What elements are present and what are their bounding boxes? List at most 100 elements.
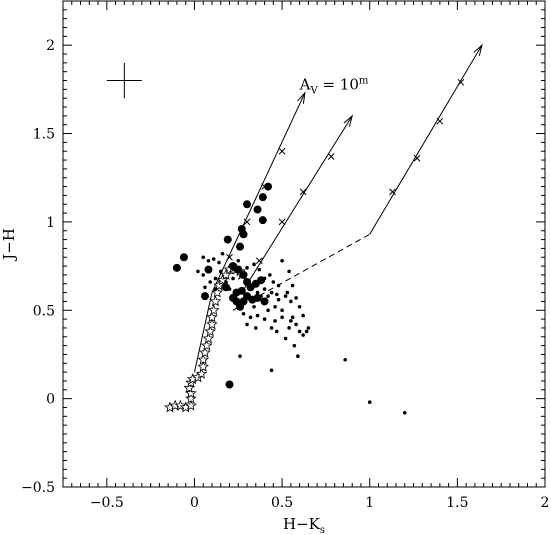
extinction-tick <box>389 188 396 196</box>
large-point <box>239 230 248 239</box>
small-point <box>275 292 279 297</box>
extinction-tick <box>457 78 465 86</box>
y-tick-label: 0.5 <box>33 303 55 319</box>
small-point <box>213 287 218 291</box>
error-bar <box>106 62 142 99</box>
x-axis-label-main: H−K <box>283 515 321 533</box>
large-point <box>179 253 188 262</box>
star-marker <box>209 295 222 307</box>
extinction-tick <box>413 154 421 162</box>
small-point <box>217 260 221 265</box>
small-point <box>297 329 302 334</box>
small-point <box>201 255 206 260</box>
x-tick-label: 2 <box>541 495 550 511</box>
small-point <box>238 354 242 359</box>
extinction-label-eq: = 10 <box>318 75 359 93</box>
small-point <box>262 287 267 291</box>
small-point <box>289 299 293 304</box>
star-marker <box>207 304 220 316</box>
star-marker <box>206 318 218 330</box>
small-point <box>266 294 270 298</box>
extinction-tick <box>278 147 286 155</box>
small-point <box>273 304 277 309</box>
x-axis-label-sub: s <box>320 525 325 535</box>
small-point <box>343 357 347 362</box>
star-marker <box>211 286 224 298</box>
star-marker <box>206 311 218 323</box>
extinction-label-a: A <box>299 75 311 93</box>
small-point <box>294 296 298 300</box>
x-tick-label: 0 <box>190 495 199 511</box>
large-point <box>258 216 267 225</box>
small-point <box>275 329 279 334</box>
small-point <box>367 400 372 404</box>
large-point <box>243 200 252 209</box>
large-point <box>229 293 238 302</box>
small-point <box>257 267 262 272</box>
data-points <box>172 182 407 415</box>
y-tick-label: 1.5 <box>33 127 55 143</box>
small-point <box>273 319 277 323</box>
star-marker <box>199 346 211 358</box>
small-point <box>280 258 284 263</box>
small-point <box>283 294 288 298</box>
small-point <box>306 326 311 330</box>
small-point <box>276 297 281 302</box>
small-point <box>289 319 293 323</box>
extinction-label-sub: V <box>309 85 318 96</box>
large-point <box>239 270 248 279</box>
small-point <box>301 333 305 337</box>
extinction-tick <box>436 117 444 125</box>
small-point <box>276 283 281 288</box>
small-point <box>241 312 246 316</box>
small-point <box>245 322 249 327</box>
large-point <box>234 265 243 274</box>
large-point <box>200 292 209 301</box>
large-point <box>222 283 231 292</box>
large-point <box>258 193 267 202</box>
small-point <box>224 280 228 284</box>
extinction-tick <box>299 188 307 196</box>
small-point <box>245 266 249 270</box>
large-point <box>223 235 232 244</box>
small-point <box>262 317 267 321</box>
small-point <box>203 285 207 290</box>
extinction-label-sup: m <box>359 75 369 86</box>
small-point <box>269 368 274 373</box>
large-point <box>253 293 262 302</box>
small-point <box>285 290 290 295</box>
small-point <box>290 283 295 288</box>
large-point <box>172 263 181 272</box>
small-point <box>292 343 297 348</box>
small-point <box>290 315 295 320</box>
small-point <box>402 410 407 415</box>
x-tick-label: 1 <box>365 495 374 511</box>
small-point <box>201 273 206 277</box>
x-tick-label: 1.5 <box>446 495 468 511</box>
large-point <box>236 242 245 251</box>
plot-frame <box>62 0 546 488</box>
extinction-tick <box>278 218 286 226</box>
y-tick-label: 0 <box>46 392 55 408</box>
small-point <box>287 326 291 330</box>
y-tick-labels: −0.5 0 0.5 1 1.5 2 <box>21 38 55 496</box>
extinction-tick <box>243 218 251 226</box>
small-point <box>252 304 256 309</box>
reddening-vector <box>241 115 353 293</box>
small-point <box>269 326 274 330</box>
arrow-head <box>473 43 483 56</box>
model-lines <box>193 43 483 373</box>
small-point <box>211 257 216 261</box>
small-point <box>280 315 284 320</box>
small-point <box>294 322 298 327</box>
star-marker <box>174 399 187 411</box>
arrow-head <box>297 91 306 104</box>
star-marker <box>197 353 209 365</box>
y-tick-label: 1 <box>46 215 55 231</box>
small-point <box>301 313 305 318</box>
ctts-locus-line <box>232 233 370 311</box>
small-point <box>269 290 274 295</box>
small-point <box>231 276 235 281</box>
small-point <box>254 326 258 330</box>
